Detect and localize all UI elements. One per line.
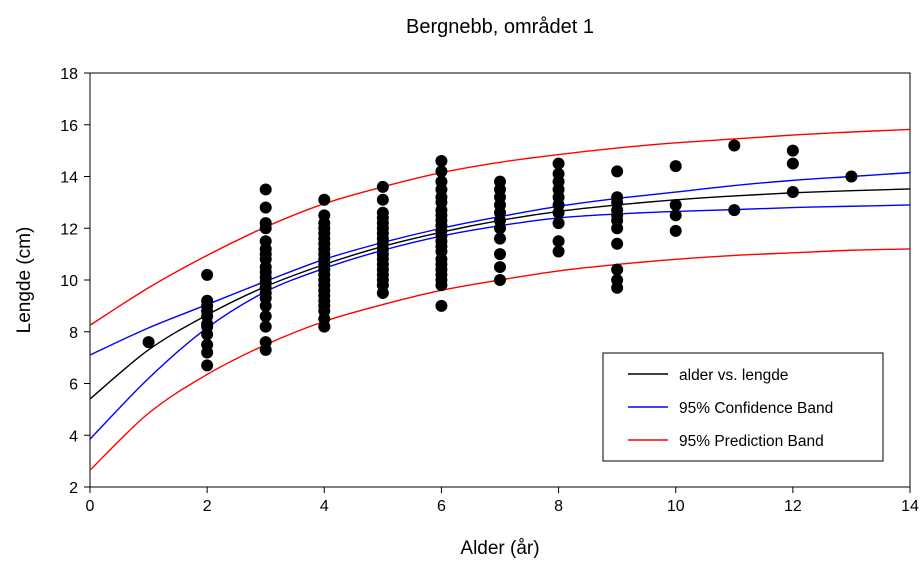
data-point [845,170,858,183]
y-tick-label: 14 [60,170,78,187]
data-point [552,217,565,230]
legend-label: 95% Confidence Band [679,400,833,417]
data-point [318,193,331,206]
legend-label: 95% Prediction Band [679,433,824,450]
y-tick-label: 18 [60,66,78,83]
data-point [259,183,272,196]
x-tick-label: 4 [320,498,329,515]
y-tick-label: 10 [60,273,78,290]
series-line-3 [89,128,911,326]
x-tick-label: 0 [86,498,95,515]
y-tick-label: 2 [69,480,78,497]
data-point [494,274,506,286]
y-tick-label: 8 [69,325,78,342]
data-point [435,279,448,292]
data-point [611,281,624,294]
data-point [142,336,155,349]
y-tick-label: 12 [60,221,78,238]
data-point [201,346,214,359]
data-point [376,286,389,299]
data-point [201,359,214,372]
x-tick-label: 10 [667,498,685,515]
data-point [611,222,624,235]
data-point [201,328,214,341]
data-point [494,232,506,245]
y-tick-label: 6 [69,377,78,394]
data-point [494,222,506,235]
data-point [435,299,448,312]
data-point [318,320,331,333]
y-tick-label: 16 [60,118,78,135]
data-point [552,235,565,248]
data-point [728,204,741,217]
data-point [786,144,799,157]
data-point [435,165,448,178]
data-point [376,193,389,206]
chart-title: Bergnebb, området 1 [406,16,594,38]
data-point [435,154,448,167]
x-tick-label: 14 [901,498,919,515]
data-point [552,206,565,219]
y-tick-label: 4 [69,428,78,445]
data-point [259,201,272,214]
series-line-4 [89,248,911,471]
data-point [669,209,682,222]
x-axis-label: Alder (år) [460,538,539,559]
data-point [259,310,272,323]
data-point [669,224,682,237]
data-point [786,157,799,170]
data-point [494,248,506,261]
y-axis-label: Lengde (cm) [14,227,35,334]
legend-label: alder vs. lengde [679,367,788,384]
data-point [611,237,624,250]
data-point [669,198,682,211]
data-point [259,222,272,235]
data-point [259,343,272,356]
x-tick-label: 8 [554,498,563,515]
x-tick-label: 2 [203,498,212,515]
data-point [611,263,624,276]
data-point [376,180,389,193]
x-tick-label: 12 [784,498,802,515]
data-point [494,261,506,274]
x-tick-label: 6 [437,498,446,515]
data-point [552,157,565,170]
data-point [259,299,272,312]
data-point [786,186,799,199]
data-point [201,268,214,281]
data-point [728,139,741,152]
data-point [611,165,624,178]
data-point [552,245,565,258]
data-point [259,320,272,333]
data-point [669,160,682,173]
